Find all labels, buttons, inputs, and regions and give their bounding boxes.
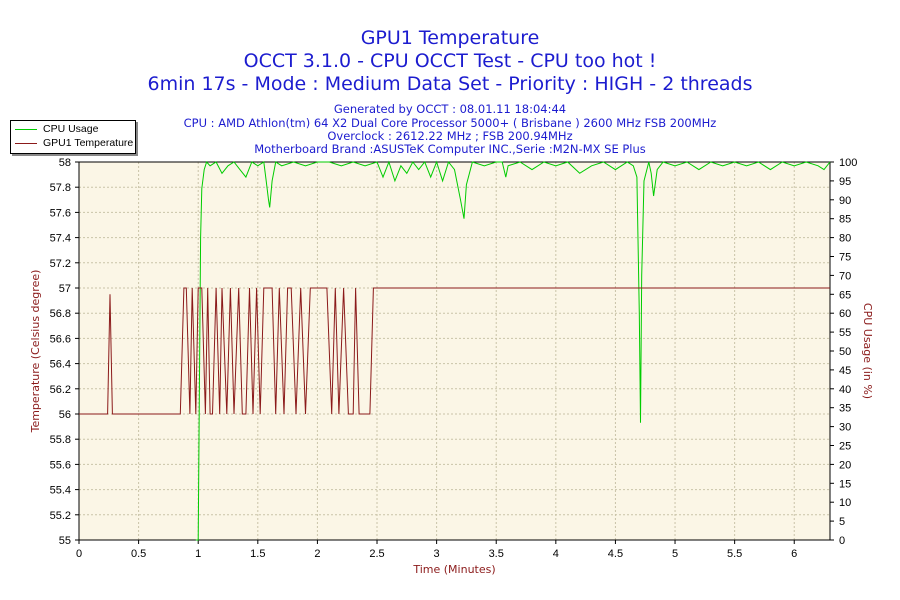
plot-area [79,162,830,540]
y-right-tick-label: 30 [839,422,851,434]
y-right-tick-label: 40 [839,384,851,396]
y-left-axis-label: Temperature (Celsius degree) [29,270,42,434]
y-right-tick-label: 90 [839,195,851,207]
chart-subtitle-test: OCCT 3.1.0 - CPU OCCT Test - CPU too hot… [243,50,657,72]
y-left-tick-label: 56.4 [50,359,71,371]
y-left-tick-label: 57 [59,283,71,295]
x-tick-label: 5 [672,548,678,560]
y-right-tick-label: 60 [839,308,851,320]
x-tick-label: 2.5 [369,548,384,560]
plot-frame [78,161,831,541]
y-right-tick-label: 20 [839,459,851,471]
y-right-tick-label: 65 [839,289,851,301]
y-left-tick-label: 55.4 [50,485,71,497]
y-left-tick-label: 55 [59,535,71,547]
legend-item-gpu-temperature: GPU1 Temperature [15,137,133,151]
x-tick-label: 1.5 [250,548,265,560]
legend-item-cpu-usage: CPU Usage [15,123,98,137]
y-right-tick-label: 25 [839,441,851,453]
x-tick-label: 6 [791,548,797,560]
legend-swatch-cpu-usage [15,128,37,130]
y-left-tick-label: 57.8 [50,182,71,194]
y-left-tick-label: 58 [59,157,71,169]
y-right-axis-label: CPU Usage (in %) [861,303,874,399]
y-right-tick-label: 5 [839,516,845,528]
info-overclock: Overclock : 2612.22 MHz ; FSB 200.94MHz [327,129,573,143]
y-right-tick-label: 10 [839,497,851,509]
x-tick-label: 3.5 [489,548,504,560]
y-right-tick-label: 85 [839,214,851,226]
x-tick-label: 4 [553,548,559,560]
x-tick-label: 2 [314,548,320,560]
y-right-tick-label: 35 [839,403,851,415]
legend: CPU Usage GPU1 Temperature [10,120,136,154]
y-right-tick-label: 45 [839,365,851,377]
y-right-tick-label: 70 [839,270,851,282]
y-right-tick-label: 75 [839,252,851,264]
series-cpu-usage-line [195,160,831,541]
y-right-tick-label: 50 [839,346,851,358]
chart-subtitle-mode: 6min 17s - Mode : Medium Data Set - Prio… [147,73,753,95]
y-right-tick-label: 15 [839,478,851,490]
info-generated: Generated by OCCT : 08.01.11 18:04:44 [333,102,567,116]
y-right-tick-label: 80 [839,233,851,245]
x-tick-label: 0 [76,548,82,560]
y-left-tick-label: 57.6 [50,207,71,219]
info-cpu: CPU : AMD Athlon(tm) 64 X2 Dual Core Pro… [183,116,717,130]
y-left-tick-label: 55.8 [50,434,71,446]
y-right-tick-label: 55 [839,327,851,339]
y-right-tick-label: 95 [839,176,851,188]
chart-title: GPU1 Temperature [360,27,540,49]
series-gpu-temperature-line [79,287,830,415]
y-right-tick-label: 100 [839,157,857,169]
y-left-tick-label: 57.4 [50,233,71,245]
y-left-tick-label: 56 [59,409,71,421]
y-right-tick-label: 0 [839,535,845,547]
y-left-tick-label: 56.8 [50,308,71,320]
legend-label-gpu-temperature: GPU1 Temperature [43,137,134,149]
x-tick-label: 3 [434,548,440,560]
info-motherboard: Motherboard Brand :ASUSTeK Computer INC.… [254,142,646,156]
x-axis-label: Time (Minutes) [412,563,495,576]
y-left-tick-label: 55.6 [50,459,71,471]
y-left-tick-label: 56.2 [50,384,71,396]
legend-swatch-gpu-temperature [15,142,37,144]
y-left-tick-label: 57.2 [50,258,71,270]
y-left-tick-label: 56.6 [50,333,71,345]
y-left-tick-label: 55.2 [50,510,71,522]
x-tick-label: 5.5 [727,548,742,560]
x-tick-label: 4.5 [608,548,623,560]
legend-label-cpu-usage: CPU Usage [43,123,99,135]
x-tick-label: 1 [195,548,201,560]
x-tick-label: 0.5 [131,548,146,560]
